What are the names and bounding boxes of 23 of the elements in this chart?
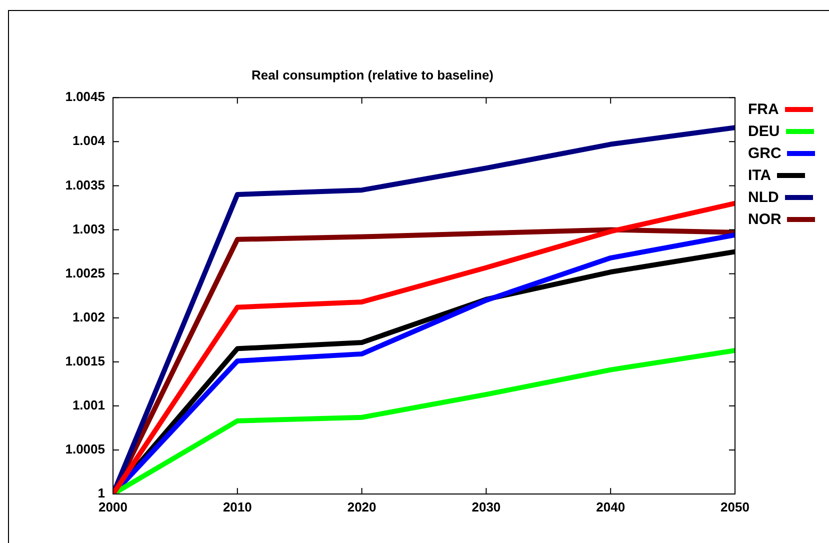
- x-tick-label: 2050: [720, 499, 750, 514]
- y-tick-label: 1: [98, 486, 105, 501]
- legend-label: ITA: [748, 166, 772, 184]
- legend-label: FRA: [748, 100, 779, 118]
- x-tick-label: 2020: [347, 499, 376, 514]
- y-tick-label: 1.0005: [65, 442, 105, 457]
- legend-label: NLD: [748, 188, 779, 206]
- y-tick-label: 1.0025: [65, 265, 105, 280]
- chart-title: Real consumption (relative to baseline): [252, 67, 494, 82]
- x-tick-label: 2030: [472, 499, 501, 514]
- y-tick-label: 1.0035: [65, 177, 105, 192]
- y-tick-label: 1.0045: [65, 89, 105, 104]
- y-tick-label: 1.004: [72, 133, 106, 148]
- y-tick-label: 1.001: [72, 397, 105, 412]
- y-tick-label: 1.0015: [65, 353, 105, 368]
- y-tick-label: 1.002: [72, 309, 105, 324]
- x-tick-label: 2000: [98, 499, 128, 514]
- x-tick-label: 2040: [596, 499, 626, 514]
- y-tick-label: 1.003: [72, 221, 105, 236]
- x-tick-label: 2010: [222, 499, 252, 514]
- legend-label: NOR: [748, 210, 782, 228]
- legend-label: GRC: [748, 144, 782, 162]
- legend-label: DEU: [748, 122, 780, 140]
